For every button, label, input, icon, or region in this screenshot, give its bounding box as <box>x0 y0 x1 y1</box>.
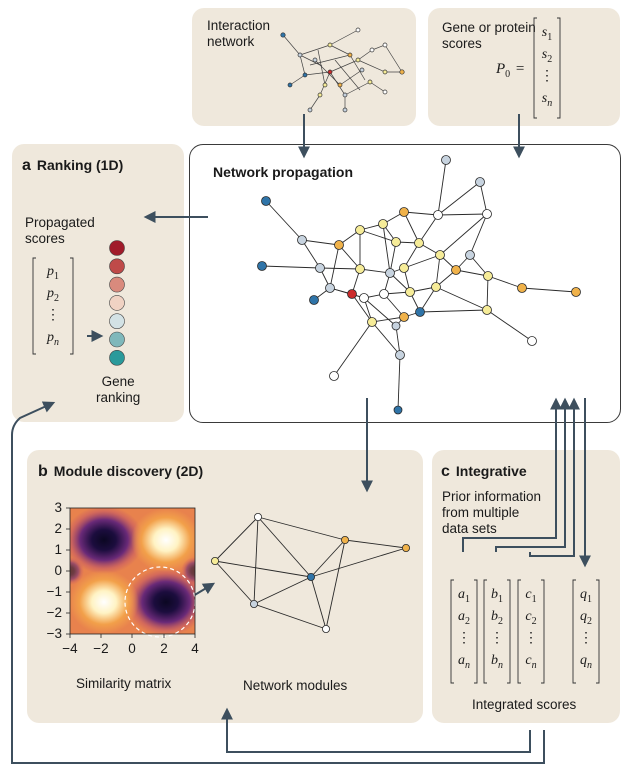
c-vector-entry: ⋮ <box>524 631 538 646</box>
arrow-b-to-propagation <box>495 397 571 552</box>
module-network-edges <box>214 516 407 630</box>
p-vector-entry: p1 <box>47 264 59 282</box>
interaction-network-graph <box>282 29 403 111</box>
gene-scores-panel <box>428 8 620 126</box>
a-vector-entry: an <box>458 653 470 671</box>
a-vector-entry: a1 <box>458 587 470 605</box>
propagated-scores-label: Propagated scores <box>25 215 95 246</box>
q-vector-entry: ⋮ <box>579 631 593 646</box>
y-tick-label: 0 <box>54 563 62 578</box>
b-vector-entry: b1 <box>491 587 503 605</box>
interaction-network-panel <box>192 8 416 126</box>
x-tick-label: −4 <box>62 641 78 656</box>
gene-rank-dot <box>109 331 125 348</box>
x-tick-label: −2 <box>93 641 109 656</box>
b-vector-entry: bn <box>491 653 503 671</box>
integrated-scores-label: Integrated scores <box>472 697 577 712</box>
y-tick-label: −3 <box>46 626 62 641</box>
x-tick-label: 2 <box>160 641 168 656</box>
y-tick-label: −1 <box>46 584 62 599</box>
p-vector-entry: pn <box>47 330 59 348</box>
heatmap-ticks <box>66 507 196 638</box>
network-propagation-panel <box>189 144 621 423</box>
arrow-c-to-propagation <box>529 397 580 557</box>
x-tick-label: 0 <box>128 641 136 656</box>
similarity-matrix-label: Similarity matrix <box>76 676 172 691</box>
x-tick-label: 4 <box>191 641 199 656</box>
network-modules-label: Network modules <box>243 678 348 693</box>
s-vector-entry: s2 <box>541 47 553 65</box>
integrative-vector-b: b1 b2 ⋮ bn <box>486 584 508 672</box>
propagation-network-edges <box>261 159 577 411</box>
integrative-vector-c: c1 c2 ⋮ cn <box>520 584 542 672</box>
s-vector-entry: ⋮ <box>540 69 554 84</box>
arrow-a-to-propagation <box>462 397 562 552</box>
integrative-vector-q: q1 q2 ⋮ qn <box>575 584 597 672</box>
y-tick-label: 2 <box>54 521 62 536</box>
gene-rank-dot <box>109 295 125 311</box>
score-vector-s: s1 s2 ⋮ sn <box>536 22 558 110</box>
s-vector-entry: sn <box>541 91 553 109</box>
p0-symbol: P0 = <box>496 61 525 80</box>
y-tick-label: 3 <box>54 500 62 515</box>
module-network-nodes <box>210 513 410 634</box>
interaction-network-label: Interaction network <box>207 18 271 49</box>
ranking-panel <box>12 144 184 422</box>
similarity-matrix-heatmap <box>70 508 195 634</box>
p-vector-entry: p2 <box>47 286 59 304</box>
arrow-integrative-to-modules <box>221 707 531 753</box>
arrow-integrative-to-ranking <box>11 401 545 764</box>
gene-rank-dot <box>109 258 125 275</box>
gene-rank-dot <box>109 240 125 256</box>
c-vector-entry: cn <box>525 653 537 671</box>
c-vector-entry: c2 <box>525 609 537 627</box>
propagation-network-nodes <box>257 155 581 415</box>
interaction-network-nodes <box>280 27 405 113</box>
q-vector-entry: q2 <box>580 609 592 627</box>
gene-rank-dot <box>109 349 125 366</box>
c-vector-entry: c1 <box>525 587 537 605</box>
vector-brackets <box>32 17 600 684</box>
prior-information-label: Prior information from multiple data set… <box>442 489 542 536</box>
p-vector-entry: ⋮ <box>46 308 60 323</box>
module-discovery-title: b Module discovery (2D) <box>38 463 204 480</box>
q-vector-entry: qn <box>580 653 592 671</box>
network-propagation-title: Network propagation <box>213 164 354 180</box>
q-vector-entry: q1 <box>580 587 592 605</box>
y-tick-label: 1 <box>54 542 62 557</box>
gene-rank-dot <box>109 276 125 293</box>
gene-ranking-label: Gene ranking <box>96 374 141 405</box>
a-vector-entry: ⋮ <box>457 631 471 646</box>
gene-ranking-dots <box>109 240 125 366</box>
b-vector-entry: ⋮ <box>490 631 504 646</box>
integrative-vector-a: a1 a2 ⋮ an <box>453 584 475 672</box>
gene-scores-label: Gene or protein scores <box>442 20 536 51</box>
y-tick-label: −2 <box>46 605 62 620</box>
s-vector-entry: s1 <box>541 25 553 43</box>
a-vector-entry: a2 <box>458 609 470 627</box>
propagated-vector-p: p1 p2 ⋮ pn <box>38 261 68 349</box>
gene-rank-dot <box>109 313 125 330</box>
b-vector-entry: b2 <box>491 609 503 627</box>
integrative-panel <box>432 450 620 723</box>
integrative-title: c Integrative <box>441 463 527 480</box>
ranking-title: a Ranking (1D) <box>22 157 124 174</box>
